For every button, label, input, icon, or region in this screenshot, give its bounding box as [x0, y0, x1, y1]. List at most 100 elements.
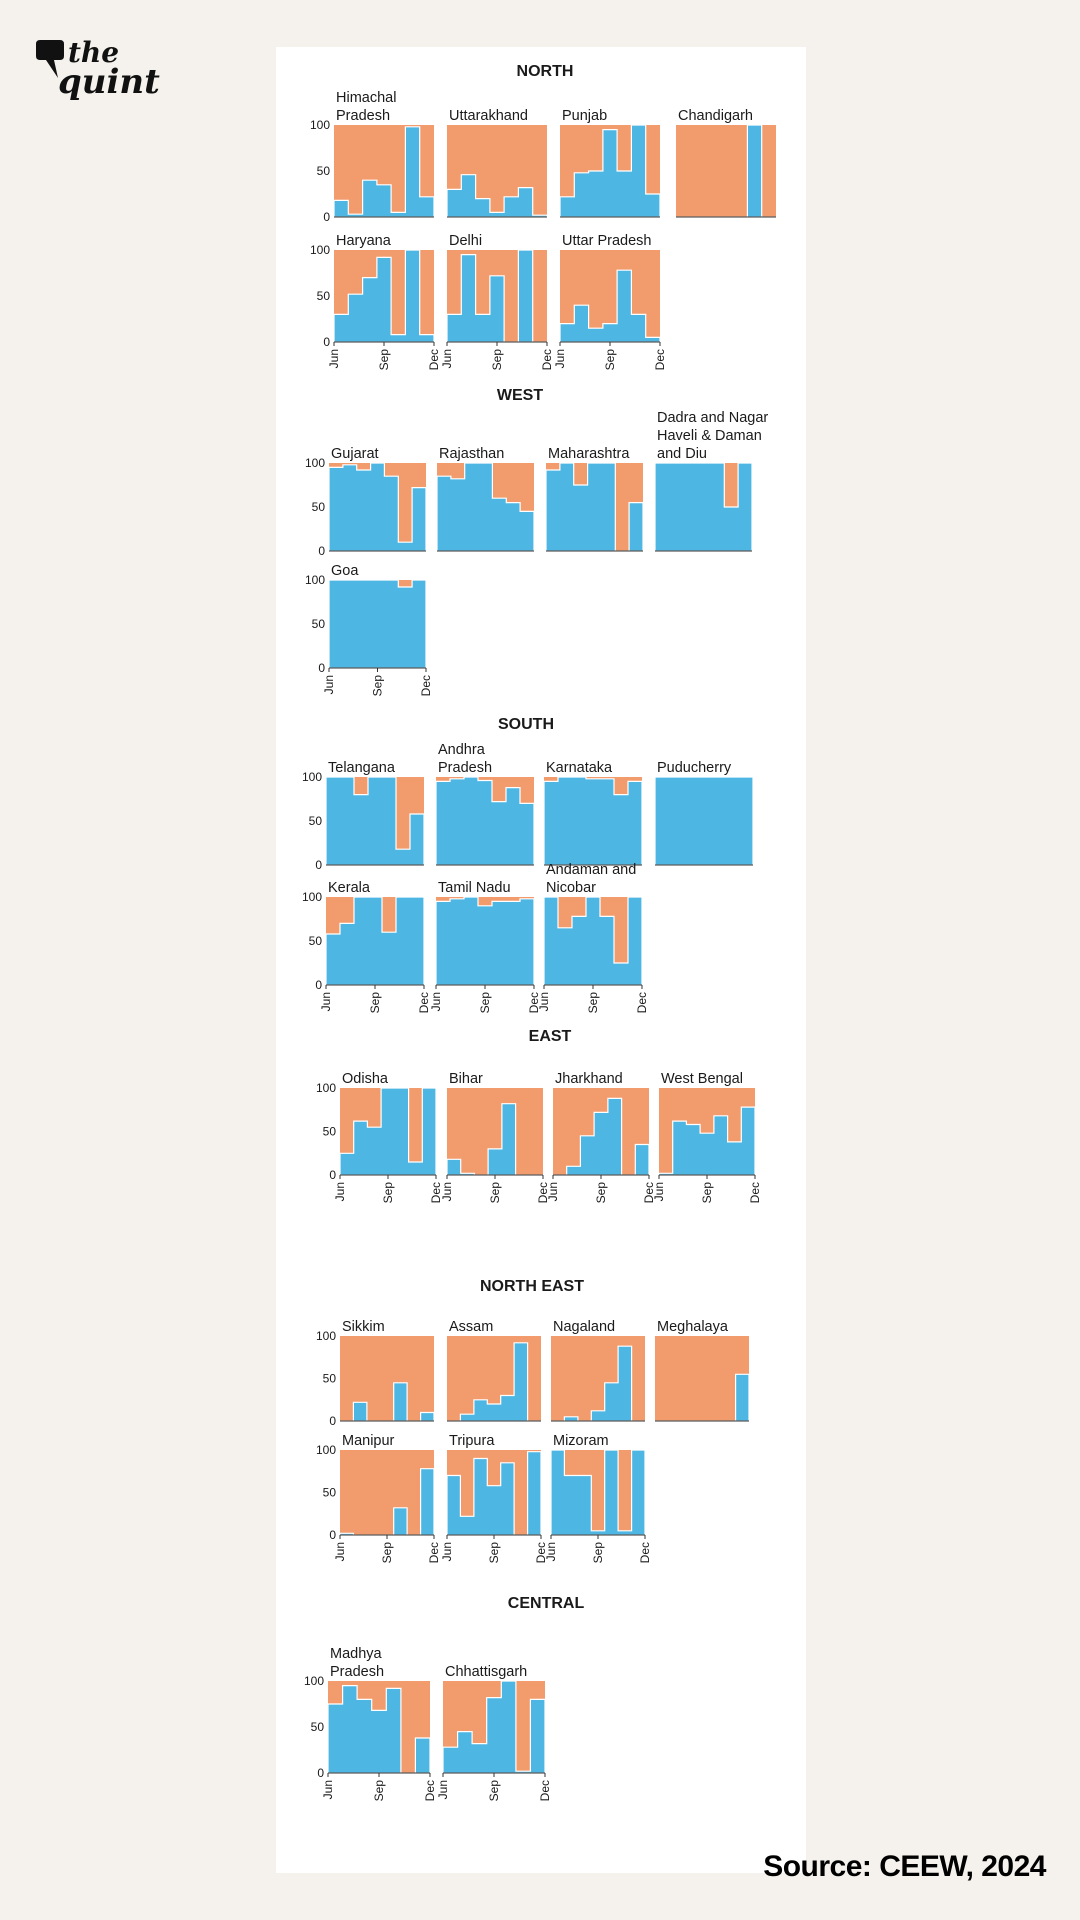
- state-panel: Uttarakhand: [446, 108, 548, 218]
- state-panel: Tripura Jun Sep Dec: [440, 1433, 548, 1563]
- x-tick-label: Jun: [327, 349, 341, 368]
- state-panel: Dadra and Nagar Haveli & Daman and Diu: [654, 410, 768, 552]
- blue-area: [339, 1468, 435, 1536]
- region-north-east: NORTH EAST Sikkim 100 50 0 Assam Nagaland Megha…: [316, 1278, 750, 1563]
- state-label: Sikkim: [342, 1319, 385, 1335]
- logo: the quint: [34, 34, 160, 104]
- state-label: Pradesh: [438, 760, 492, 776]
- state-label: Odisha: [342, 1071, 389, 1087]
- x-tick-label: Dec: [527, 992, 541, 1013]
- y-tick-label: 100: [310, 118, 330, 132]
- x-tick-label: Sep: [371, 675, 385, 697]
- x-tick-label: Dec: [419, 675, 433, 696]
- x-tick-label: Sep: [478, 992, 492, 1014]
- blue-area: [543, 896, 643, 986]
- blue-area: [340, 1382, 435, 1422]
- state-label: Mizoram: [553, 1433, 609, 1449]
- logo-quint: quint: [58, 62, 160, 102]
- state-label: Delhi: [449, 233, 482, 249]
- y-tick-label: 50: [317, 289, 331, 303]
- state-label: Uttar Pradesh: [562, 233, 651, 249]
- orange-area: [655, 1336, 749, 1421]
- x-tick-label: Sep: [490, 349, 504, 371]
- blue-area: [446, 1451, 542, 1536]
- x-tick-label: Jun: [436, 1780, 450, 1799]
- state-label: Madhya: [330, 1646, 383, 1662]
- y-tick-label: 50: [309, 934, 323, 948]
- state-label: Tripura: [449, 1433, 495, 1449]
- x-tick-label: Sep: [372, 1780, 386, 1802]
- y-tick-label: 0: [323, 335, 330, 349]
- state-label: Meghalaya: [657, 1319, 729, 1335]
- state-panel: Telangana 100 50 0: [302, 760, 425, 872]
- region-north: NORTH Himachal Pradesh 100 50 0 Uttarakhand Pun…: [310, 63, 776, 370]
- x-tick-label: Dec: [653, 349, 667, 370]
- y-tick-label: 0: [318, 661, 325, 675]
- state-panel: Andaman and Nicobar Jun Sep Dec: [537, 862, 649, 1013]
- x-tick-label: Dec: [536, 1182, 550, 1203]
- y-tick-label: 0: [315, 858, 322, 872]
- blue-area: [543, 776, 643, 866]
- state-label: Tamil Nadu: [438, 880, 511, 896]
- state-label: Bihar: [449, 1071, 483, 1087]
- x-tick-label: Jun: [322, 675, 336, 694]
- blue-area: [545, 462, 644, 552]
- blue-area: [325, 896, 425, 986]
- x-tick-label: Sep: [586, 992, 600, 1014]
- region-title: SOUTH: [498, 716, 554, 733]
- blue-area: [333, 126, 435, 218]
- state-panel: West Bengal Jun Sep Dec: [652, 1071, 762, 1203]
- state-panel: Assam: [447, 1319, 541, 1422]
- x-tick-label: Sep: [381, 1182, 395, 1204]
- state-label: Andhra: [438, 742, 486, 758]
- state-label: Karnataka: [546, 760, 613, 776]
- state-panel: Chhattisgarh Jun Sep Dec: [436, 1664, 552, 1801]
- region-title: WEST: [497, 387, 543, 404]
- state-panel: Andhra Pradesh: [435, 742, 535, 866]
- x-tick-label: Dec: [642, 1182, 656, 1203]
- x-tick-label: Jun: [537, 992, 551, 1011]
- state-panel: Nagaland: [551, 1319, 645, 1422]
- state-label: Haryana: [336, 233, 392, 249]
- state-label: Maharashtra: [548, 446, 630, 462]
- x-tick-label: Jun: [333, 1542, 347, 1561]
- x-tick-label: Dec: [427, 1542, 441, 1563]
- y-tick-label: 50: [323, 1486, 337, 1500]
- state-label: Gujarat: [331, 446, 379, 462]
- blue-area: [559, 269, 661, 343]
- state-label: Chandigarh: [678, 108, 753, 124]
- state-label: Telangana: [328, 760, 396, 776]
- state-label: Pradesh: [330, 1664, 384, 1680]
- region-title: NORTH EAST: [480, 1278, 584, 1295]
- x-tick-label: Sep: [603, 349, 617, 371]
- y-tick-label: 50: [312, 500, 326, 514]
- y-tick-label: 50: [317, 164, 331, 178]
- source-note: Source: CEEW, 2024: [763, 1850, 1046, 1883]
- blue-area: [339, 1087, 437, 1176]
- y-tick-label: 50: [323, 1372, 337, 1386]
- state-panel: Rajasthan: [436, 446, 535, 552]
- x-tick-label: Dec: [427, 349, 441, 370]
- speech-bubble-icon: [36, 40, 64, 78]
- blue-area: [446, 249, 547, 343]
- state-label: Himachal: [336, 90, 396, 106]
- x-tick-label: Sep: [368, 992, 382, 1014]
- y-tick-label: 100: [316, 1443, 336, 1457]
- state-label: Jharkhand: [555, 1071, 623, 1087]
- y-tick-label: 0: [323, 210, 330, 224]
- y-tick-label: 100: [305, 456, 325, 470]
- y-tick-label: 50: [312, 617, 326, 631]
- blue-area: [559, 124, 661, 218]
- state-panel: Puducherry: [654, 760, 754, 866]
- orange-area: [340, 1450, 434, 1535]
- state-panel: Gujarat 100 50 0: [305, 446, 427, 558]
- y-tick-label: 100: [305, 573, 325, 587]
- blue-area: [328, 462, 427, 552]
- state-label: Chhattisgarh: [445, 1664, 527, 1680]
- y-tick-label: 50: [323, 1125, 337, 1139]
